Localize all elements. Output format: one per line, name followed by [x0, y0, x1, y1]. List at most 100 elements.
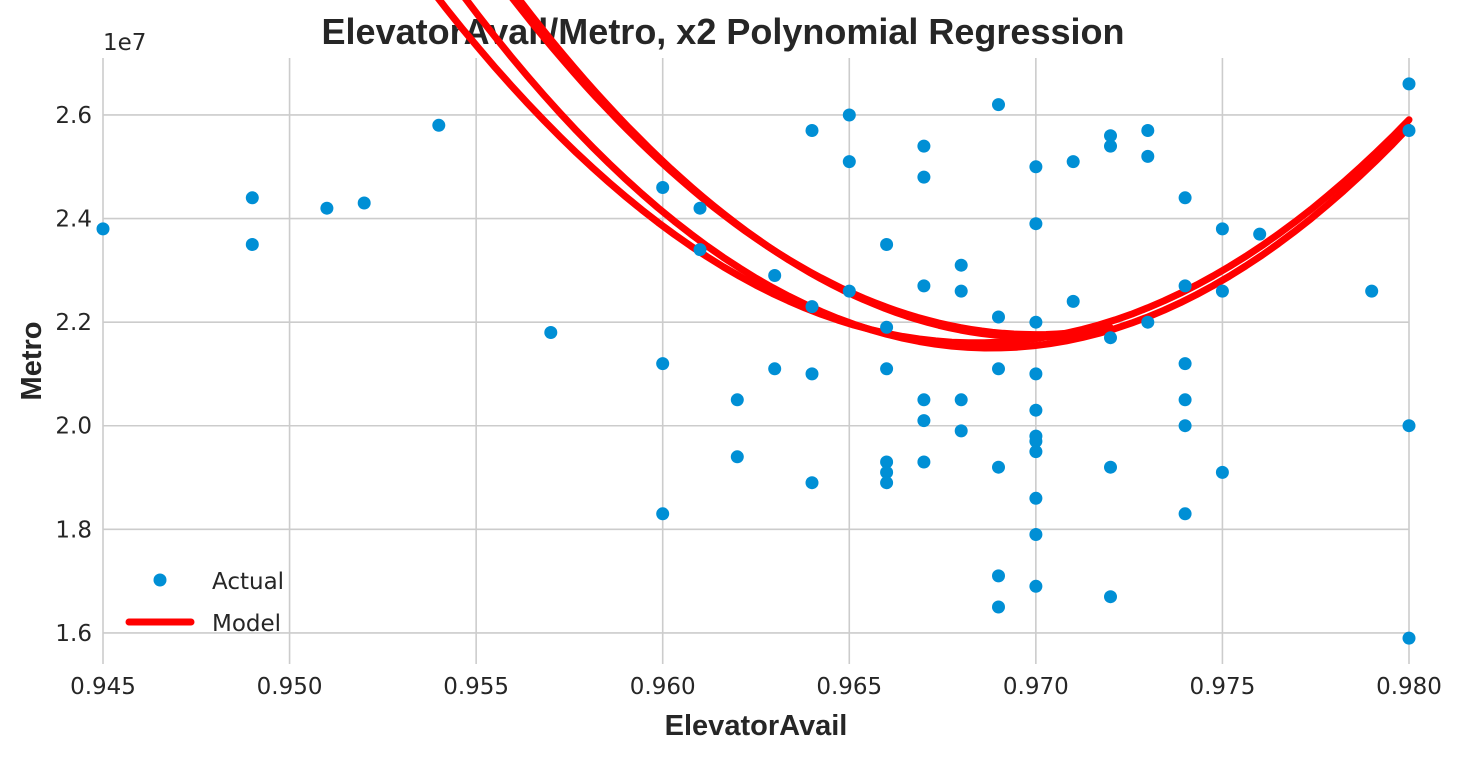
y-tick-label: 2.6: [55, 103, 92, 129]
data-point: [768, 362, 782, 376]
data-point: [842, 284, 856, 298]
data-point: [693, 243, 707, 257]
data-point: [1402, 124, 1416, 137]
data-point: [880, 362, 894, 376]
data-point: [805, 300, 819, 314]
data-point: [1104, 129, 1117, 143]
data-point: [1178, 279, 1192, 293]
gridlines: [102, 58, 1410, 664]
data-point: [917, 279, 931, 293]
data-point: [1365, 284, 1379, 298]
data-point: [1029, 217, 1043, 231]
data-point: [357, 196, 371, 210]
y-tick-label: 1.8: [55, 517, 92, 543]
data-point: [954, 284, 968, 298]
data-point: [880, 238, 894, 251]
data-point: [245, 191, 259, 205]
model-line: [509, 0, 1114, 339]
data-point: [656, 181, 670, 194]
data-point: [656, 507, 670, 521]
data-point: [1029, 579, 1043, 593]
data-point: [1104, 331, 1117, 345]
data-point: [992, 98, 1005, 112]
data-point: [1104, 139, 1117, 153]
x-tick-label: 0.950: [257, 674, 323, 700]
data-point: [768, 269, 782, 282]
x-tick-label: 0.955: [443, 674, 509, 700]
data-point: [1141, 124, 1155, 137]
data-point: [954, 258, 968, 272]
legend-actual-marker: [153, 573, 167, 587]
data-point: [1141, 315, 1155, 329]
data-point: [1178, 393, 1192, 407]
data-point: [880, 320, 894, 334]
data-point: [1029, 160, 1043, 174]
data-point: [805, 476, 819, 490]
actual-series: [96, 77, 1416, 645]
y-tick-label: 1.6: [55, 621, 92, 647]
data-point: [1178, 419, 1192, 433]
data-point: [432, 118, 446, 132]
data-point: [1029, 315, 1043, 329]
legend: Actual Model: [125, 569, 284, 637]
x-axis-label: ElevatorAvail: [665, 710, 848, 742]
x-tick-label: 0.945: [70, 674, 136, 700]
data-point: [842, 108, 856, 122]
data-point: [1141, 149, 1155, 163]
legend-model-label: Model: [212, 611, 281, 637]
data-point: [1029, 434, 1043, 448]
data-point: [1104, 590, 1117, 604]
data-point: [992, 600, 1005, 614]
data-point: [96, 222, 110, 236]
data-point: [1029, 528, 1043, 541]
y-offset-label: 1e7: [103, 30, 146, 56]
data-point: [730, 450, 744, 464]
data-point: [1178, 507, 1192, 521]
data-point: [1029, 367, 1043, 381]
data-point: [1066, 155, 1080, 169]
data-point: [320, 201, 334, 215]
data-point: [1215, 222, 1229, 236]
data-point: [917, 393, 931, 407]
data-point: [656, 357, 670, 371]
data-point: [693, 201, 707, 215]
data-point: [880, 476, 894, 490]
x-tick-label: 0.975: [1189, 674, 1255, 700]
data-point: [1215, 465, 1229, 479]
data-point: [917, 455, 931, 469]
data-point: [805, 124, 819, 137]
data-point: [245, 238, 259, 251]
x-tick-label: 0.980: [1376, 674, 1442, 700]
data-point: [992, 569, 1005, 583]
data-point: [917, 170, 931, 184]
x-tick-label: 0.970: [1003, 674, 1069, 700]
y-axis-label: Metro: [16, 322, 48, 401]
data-point: [1066, 294, 1080, 308]
data-point: [992, 362, 1005, 376]
y-tick-label: 2.4: [55, 207, 92, 233]
data-point: [544, 326, 558, 339]
data-point: [1402, 631, 1416, 645]
data-point: [1402, 419, 1416, 433]
data-point: [954, 424, 968, 438]
data-point: [1402, 77, 1416, 91]
data-point: [880, 465, 894, 479]
legend-actual-label: Actual: [212, 569, 284, 595]
data-point: [1029, 445, 1043, 459]
data-point: [1178, 357, 1192, 371]
data-point: [730, 393, 744, 407]
model-line: [462, 0, 1413, 352]
chart-title: ElevatorAvail/Metro, x2 Polynomial Regre…: [322, 11, 1125, 52]
y-tick-labels: 1.6 1.8 2.0 2.2 2.4 2.6: [55, 103, 92, 647]
x-tick-label: 0.965: [816, 674, 882, 700]
data-point: [917, 414, 931, 428]
data-point: [954, 393, 968, 407]
data-point: [992, 310, 1005, 324]
data-point: [842, 155, 856, 169]
data-point: [1215, 284, 1229, 298]
data-point: [917, 139, 931, 153]
plot-area: [103, 58, 1409, 664]
x-tick-labels: 0.945 0.950 0.955 0.960 0.965 0.970 0.975 0.980: [70, 674, 1442, 700]
data-point: [1178, 191, 1192, 205]
